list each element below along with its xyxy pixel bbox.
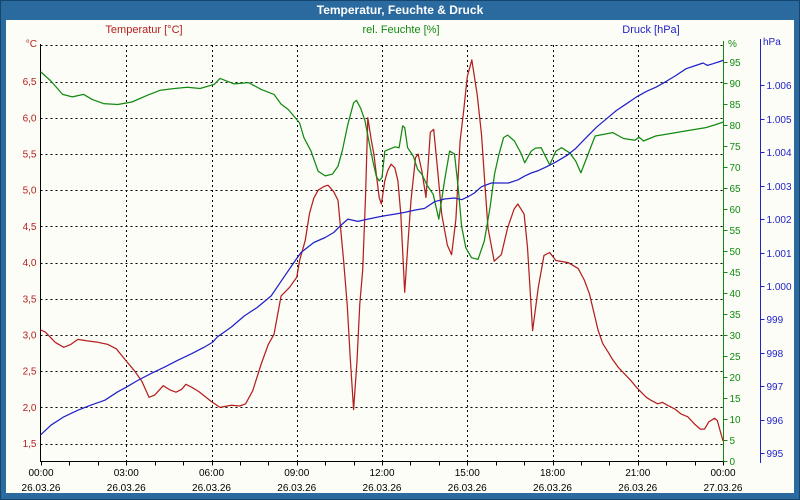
date-tick-label: 26.03.26 [192,483,231,494]
temperatur-series-line [40,59,724,442]
time-tick-label: 18:00 [540,468,565,479]
humidity-tick-label: 45 [730,268,742,279]
temperature-tick-label: 5,0 [23,186,37,197]
humidity-axis-unit: % [728,39,737,50]
time-tick-label: 00:00 [710,468,735,479]
time-tick-label: 15:00 [455,468,480,479]
rel-feuchte-series-line [40,71,724,261]
pressure-tick-label: 998 [767,349,784,360]
humidity-tick-label: 10 [730,415,742,426]
time-tick-label: 06:00 [199,468,224,479]
pressure-tick-label: 1.004 [767,148,792,159]
pressure-tick-label: 999 [767,315,784,326]
humidity-tick-label: 25 [730,352,742,363]
humidity-tick-label: 55 [730,226,742,237]
temperature-tick-label: 5,5 [23,150,37,161]
time-tick-label: 12:00 [369,468,394,479]
temperature-tick-label: 3,0 [23,331,37,342]
time-tick-label: 21:00 [625,468,650,479]
humidity-tick-label: 75 [730,142,742,153]
humidity-tick-label: 20 [730,373,742,384]
humidity-tick-label: 95 [730,58,742,69]
pressure-tick-label: 1.002 [767,215,792,226]
date-tick-label: 26.03.26 [533,483,572,494]
humidity-tick-label: 40 [730,289,742,300]
pressure-tick-label: 1.006 [767,81,792,92]
time-tick-label: 09:00 [284,468,309,479]
temperature-tick-label: 2,0 [23,403,37,414]
temperature-tick-label: 1,5 [23,439,37,450]
temperature-tick-label: 4,5 [23,222,37,233]
date-tick-label: 26.03.26 [22,483,61,494]
date-tick-label: 26.03.26 [618,483,657,494]
legend-humidity: rel. Feuchte [%] [362,24,440,36]
temperature-tick-label: 3,5 [23,294,37,305]
humidity-tick-label: 30 [730,331,742,342]
legend-pressure: Druck [hPa] [622,24,680,36]
temperature-tick-label: 2,5 [23,367,37,378]
humidity-tick-label: 65 [730,184,742,195]
humidity-tick-label: 80 [730,121,742,132]
humidity-tick-label: 60 [730,205,742,216]
druck-series-line [40,59,724,436]
title-bar: Temperatur, Feuchte & Druck [1,1,799,20]
date-tick-label: 26.03.26 [448,483,487,494]
temperature-tick-label: 6,0 [23,113,37,124]
date-tick-label: 26.03.26 [277,483,316,494]
humidity-tick-label: 85 [730,100,742,111]
humidity-tick-label: 15 [730,394,742,405]
date-tick-label: 26.03.26 [107,483,146,494]
humidity-tick-label: 5 [730,436,736,447]
temperature-tick-label: 6,5 [23,77,37,88]
humidity-tick-label: 0 [730,457,736,468]
time-tick-label: 03:00 [114,468,139,479]
temperature-axis-unit: °C [25,39,37,50]
pressure-axis-unit: hPa [763,37,781,48]
humidity-tick-label: 90 [730,79,742,90]
pressure-tick-label: 1.005 [767,115,792,126]
humidity-tick-label: 35 [730,310,742,321]
pressure-tick-label: 996 [767,416,784,427]
date-tick-label: 27.03.26 [704,483,743,494]
pressure-tick-label: 997 [767,382,784,393]
pressure-tick-label: 1.001 [767,249,792,260]
temperature-tick-label: 4,0 [23,258,37,269]
time-tick-label: 00:00 [28,468,53,479]
window-title: Temperatur, Feuchte & Druck [316,3,484,17]
humidity-tick-label: 70 [730,163,742,174]
legend-temperature: Temperatur [°C] [105,24,183,36]
humidity-tick-label: 50 [730,247,742,258]
pressure-tick-label: 1.000 [767,282,792,293]
date-tick-label: 26.03.26 [363,483,402,494]
pressure-tick-label: 995 [767,449,784,460]
chart-panel [6,20,794,493]
pressure-tick-label: 1.003 [767,182,792,193]
